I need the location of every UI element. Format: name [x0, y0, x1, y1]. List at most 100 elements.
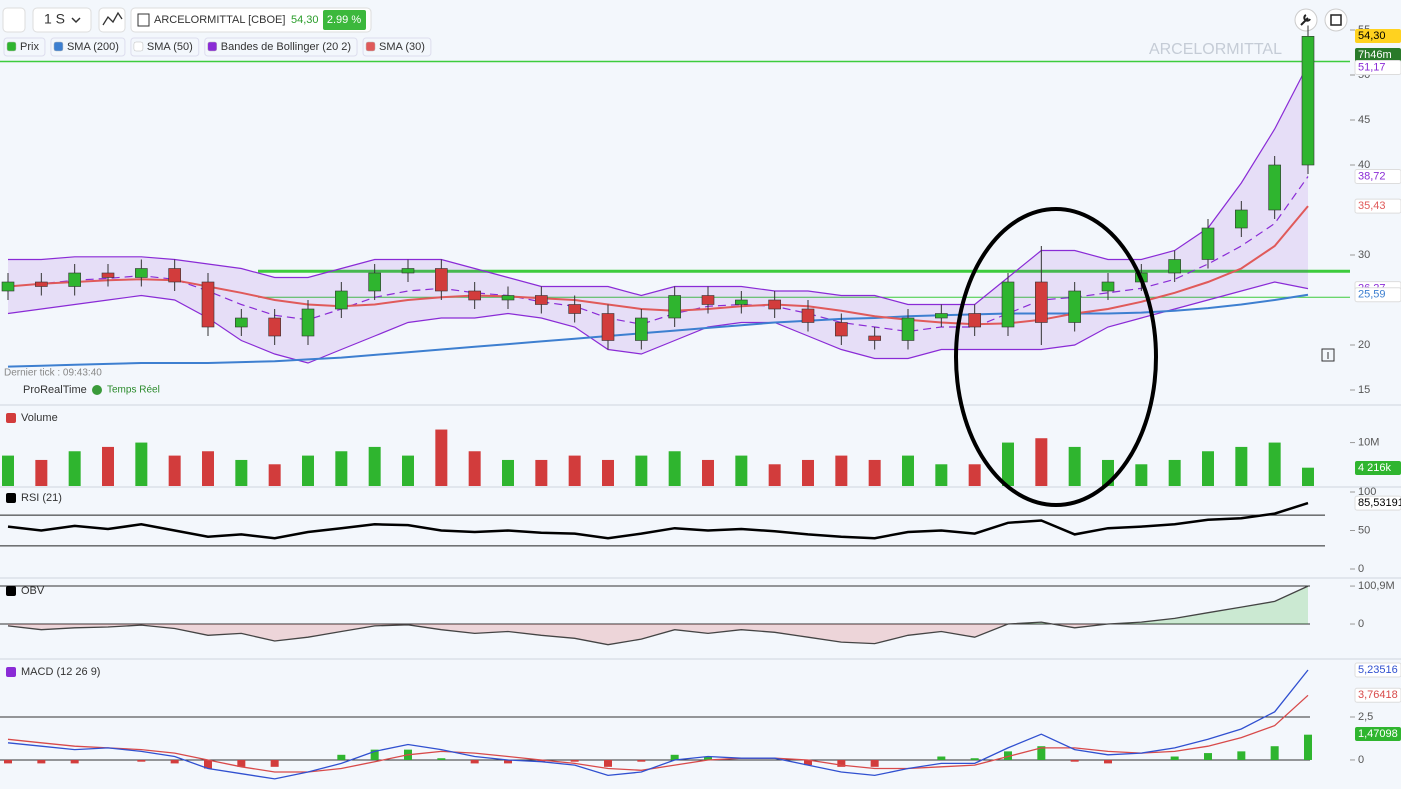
y-tick-label: 20 [1358, 339, 1370, 351]
histogram-bar [1037, 746, 1046, 760]
histogram-bar [1004, 751, 1012, 760]
histogram-bar [670, 754, 679, 760]
volume-bar [402, 455, 414, 486]
candle-body [1001, 281, 1015, 328]
candle-body [601, 313, 615, 341]
volume-bar [1068, 446, 1081, 486]
histogram-bar [70, 759, 79, 764]
symbol-box[interactable] [130, 7, 372, 33]
volume-bar [668, 451, 681, 486]
volume-bar [868, 459, 881, 486]
panel-title-swatch [6, 586, 16, 596]
interval-select[interactable] [32, 7, 92, 33]
histogram-bar [1270, 746, 1279, 760]
info-icon [1321, 348, 1335, 362]
band-lower [7, 281, 1309, 364]
candle-body [801, 308, 815, 323]
volume-bar [835, 455, 848, 486]
candle-body [1235, 209, 1248, 229]
y-tick-label: 0 [1358, 563, 1364, 575]
candle-body [968, 313, 981, 328]
change: 2.99 % [327, 14, 361, 26]
candle-body [768, 299, 781, 310]
panel-title: RSI (21) [21, 492, 62, 504]
y-tick-label: 50 [1358, 524, 1370, 536]
candle-body [68, 272, 81, 287]
volume-bar [1202, 451, 1214, 486]
candle-body [501, 295, 515, 301]
volume-bar [902, 455, 914, 486]
volume-bar [735, 455, 748, 486]
legend-label: Bandes de Bollinger (20 2) [221, 41, 351, 53]
volume-bar [302, 455, 314, 486]
value-tag: 54,30 [1358, 30, 1386, 42]
volume-bar [635, 455, 648, 486]
volume-bar [268, 464, 281, 486]
volume-bar [1235, 446, 1248, 486]
volume-bar [1035, 438, 1048, 486]
histogram-bar [537, 759, 546, 762]
panel-title-swatch [6, 493, 16, 503]
histogram-bar [504, 759, 512, 764]
band-upper [8, 64, 1309, 306]
sma-line [7, 205, 1309, 326]
legend-item[interactable] [3, 37, 46, 57]
candle-body [235, 317, 248, 328]
candle-body [635, 317, 648, 341]
panel-title: Volume [21, 412, 58, 424]
timer-box [1355, 48, 1401, 62]
volume-bar [202, 451, 214, 486]
legend-label: Prix [20, 41, 39, 53]
chart-type-button[interactable] [98, 7, 126, 33]
histogram-bar [1070, 759, 1079, 762]
window-button[interactable] [1324, 8, 1348, 32]
candle-body [701, 295, 715, 305]
panel-title: MACD (12 26 9) [21, 666, 100, 678]
histogram-bar [970, 758, 979, 760]
legend-swatch [133, 41, 144, 52]
volume-bar [935, 464, 948, 486]
histogram-bar [4, 759, 12, 764]
dropdown-arrow [71, 17, 81, 24]
volume-bar [2, 455, 14, 486]
price: 54,30 [291, 14, 319, 26]
value-tag-box [1355, 727, 1401, 741]
legend-item[interactable] [50, 37, 126, 57]
value-tag-box [1354, 169, 1401, 185]
y-tick-label: 2,5 [1358, 711, 1373, 723]
histogram-bar [237, 759, 246, 767]
volume-bar [35, 459, 48, 486]
obv-line [7, 585, 1309, 646]
volume-bar [102, 446, 114, 486]
value-tag: 38,72 [1358, 170, 1386, 182]
legend-swatch [6, 41, 17, 52]
y-tick-label: 0 [1358, 618, 1364, 630]
volume-bar [602, 459, 614, 486]
histogram-bar [470, 759, 479, 764]
histogram-bar [37, 759, 46, 764]
volume-bar [568, 455, 581, 486]
panel-title: OBV [21, 585, 45, 597]
histogram-bar [1170, 756, 1179, 760]
legend-swatch [53, 41, 64, 52]
candle-body [568, 304, 581, 314]
histogram-bar [204, 759, 212, 769]
menu-button[interactable] [2, 7, 26, 33]
y-tick-label: 100 [1358, 486, 1376, 498]
value-tag: 5,23516 [1358, 664, 1398, 676]
volume-bar [1135, 464, 1148, 486]
panel-title-swatch [6, 413, 16, 423]
legend-item[interactable] [362, 37, 432, 57]
histogram-bar [370, 749, 379, 760]
watermark: ARCELORMITTAL [1149, 41, 1282, 58]
y-tick-label: 100,9M [1358, 580, 1395, 592]
legend-item[interactable] [130, 37, 200, 57]
candle-body [1068, 290, 1081, 323]
volume-bar [468, 451, 481, 486]
histogram-bar [1304, 734, 1312, 760]
histogram-bar [837, 759, 846, 767]
change-badge [323, 10, 366, 30]
legend-item[interactable] [204, 37, 358, 57]
candle-body [335, 290, 348, 310]
